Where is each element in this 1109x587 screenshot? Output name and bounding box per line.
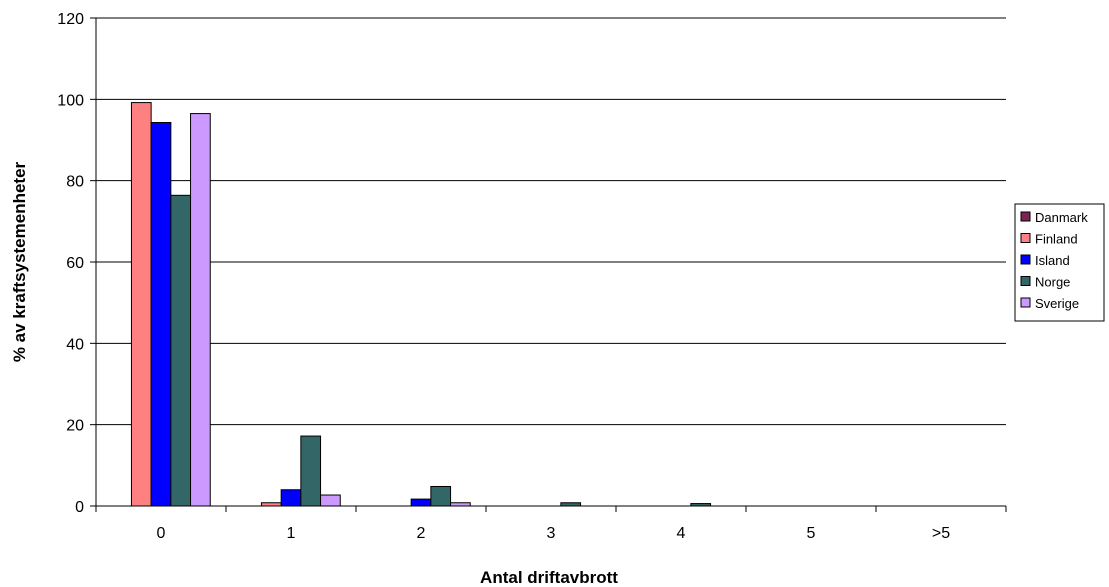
bar-island (410, 498, 432, 507)
x-tick-label: 4 (677, 525, 686, 542)
y-tick-label: 40 (66, 336, 84, 353)
y-tick-label: 120 (57, 11, 84, 28)
y-tick-label: 20 (66, 418, 84, 435)
legend-label-finland: Finland (1035, 232, 1078, 247)
legend-swatch-finland (1020, 233, 1031, 243)
y-tick-label: 80 (66, 174, 84, 191)
bar-norge (170, 194, 192, 507)
x-tick-label: >5 (932, 525, 950, 542)
bar-sverige (190, 113, 211, 507)
legend-swatch-island (1020, 254, 1031, 265)
bar-island (280, 489, 302, 507)
axes: 0 20 40 60 80 100 120 0 1 2 3 4 5 >5 (57, 11, 1007, 542)
bar-finland (130, 102, 152, 507)
legend-swatch-sverige (1020, 297, 1031, 308)
gridlines (96, 17, 1006, 426)
legend-swatch-danmark (1020, 211, 1031, 222)
bars (130, 102, 712, 507)
bar-norge (430, 485, 452, 507)
legend-label-danmark: Danmark (1035, 210, 1088, 225)
y-tick-label: 0 (75, 499, 84, 516)
x-tick-label: 3 (547, 525, 556, 542)
bar-island (150, 122, 172, 507)
legend: Danmark Finland Island Norge Sverige (1014, 203, 1105, 322)
legend-label-norge: Norge (1035, 275, 1070, 290)
x-tick-label: 5 (807, 525, 816, 542)
y-tick-label: 60 (66, 255, 84, 272)
x-tick-label: 2 (417, 525, 426, 542)
x-axis-title: Antal driftavbrott (480, 568, 618, 587)
x-tick-label: 0 (157, 525, 166, 542)
y-axis-title: % av kraftsystemenheter (10, 161, 29, 362)
legend-label-island: Island (1035, 253, 1070, 268)
bar-sverige (320, 494, 341, 507)
x-tick-label: 1 (287, 525, 296, 542)
legend-label-sverige: Sverige (1035, 296, 1079, 311)
bar-norge (300, 435, 322, 507)
legend-swatch-norge (1020, 276, 1031, 286)
y-tick-label: 100 (57, 92, 84, 109)
